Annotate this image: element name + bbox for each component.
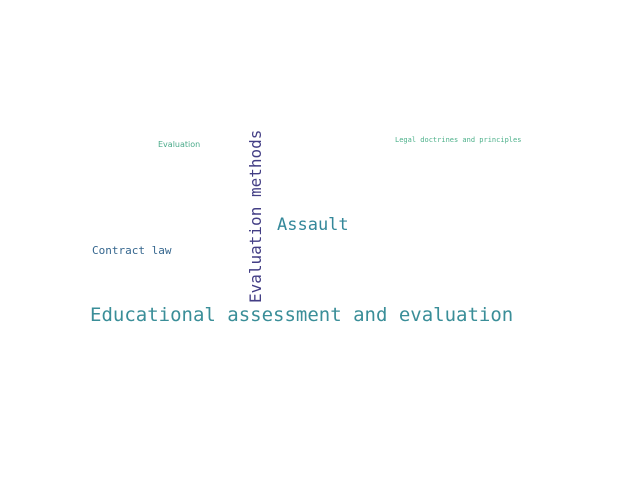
word-legal-doctrines: Legal doctrines and principles — [395, 137, 521, 144]
word-evaluation-methods: Evaluation methods — [248, 130, 264, 303]
word-contract-law: Contract law — [92, 245, 171, 256]
word-assault: Assault — [277, 217, 349, 234]
word-educational-assessment: Educational assessment and evaluation — [90, 306, 513, 325]
word-evaluation: Evaluation — [158, 141, 200, 149]
